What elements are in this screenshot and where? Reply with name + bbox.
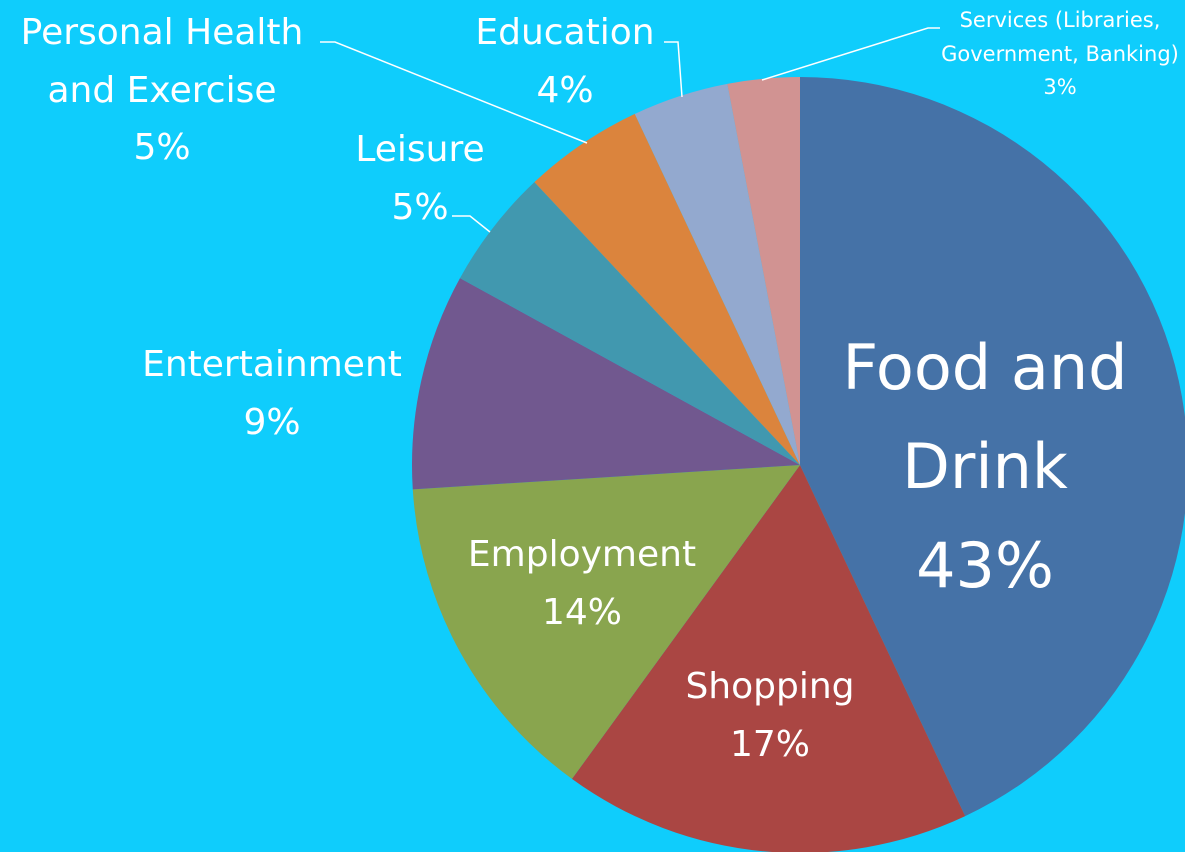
leader-line — [452, 215, 491, 233]
category-label: Employment — [467, 534, 697, 575]
pie-slice — [412, 278, 800, 490]
category-label: Personal Health and Exercise — [20, 12, 304, 111]
pie-slice — [459, 182, 800, 466]
leader-lines — [320, 27, 940, 233]
category-label: Leisure — [355, 129, 485, 170]
value-label: 17% — [729, 723, 810, 765]
value-label: 3% — [1043, 75, 1077, 100]
value-label: 14% — [541, 591, 622, 633]
pie-slice — [634, 83, 800, 465]
slice-label: Food and Drink 43% — [825, 318, 1145, 616]
value-label: 4% — [536, 69, 594, 111]
pie-slice — [412, 465, 800, 779]
value-label: 5% — [391, 186, 449, 228]
slice-label: Personal Health and Exercise 5% — [0, 4, 327, 177]
category-label: Entertainment — [142, 344, 402, 385]
pie-slice — [571, 465, 966, 852]
slice-label: Shopping 17% — [640, 658, 900, 773]
value-label: 5% — [133, 127, 191, 169]
slice-label: Entertainment 9% — [122, 336, 422, 451]
value-label: 9% — [243, 401, 301, 443]
category-label: Education — [475, 12, 655, 53]
category-label: Services (Libraries, Government, Banking… — [941, 8, 1179, 66]
slice-label: Education 4% — [455, 4, 675, 119]
category-label: Shopping — [685, 666, 855, 707]
slice-label: Leisure 5% — [320, 121, 520, 236]
leader-line — [320, 41, 588, 144]
leader-line — [761, 27, 940, 81]
pie-slice — [534, 113, 800, 466]
pie-slice — [727, 77, 800, 465]
slice-label: Services (Libraries, Government, Banking… — [940, 4, 1180, 105]
value-label: 43% — [916, 529, 1054, 603]
pie-slice — [800, 77, 1185, 817]
leader-line — [664, 41, 683, 98]
category-label: Food and Drink — [842, 331, 1128, 504]
slice-label: Employment 14% — [442, 526, 722, 641]
